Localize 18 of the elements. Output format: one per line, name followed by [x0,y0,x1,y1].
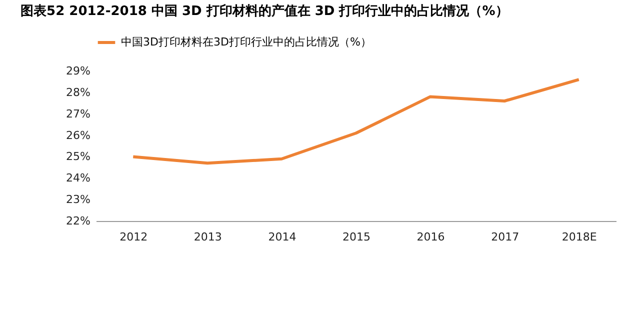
y-tick-label: 27% [66,107,90,120]
chart-title: 图表52 2012-2018 中国 3D 打印材料的产值在 3D 打印行业中的占比情况（%） [20,3,508,19]
y-tick-label: 24% [66,172,90,185]
y-tick-label: 23% [66,193,90,206]
y-tick-label: 22% [66,214,90,228]
y-tick-label: 25% [66,150,90,164]
legend-label: 中国3D打印材料在3D打印行业中的占比情况（%） [121,36,372,48]
y-tick-label: 28% [66,86,90,99]
x-tick-label: 2012 [120,230,148,244]
x-tick-label: 2016 [416,230,445,244]
x-tick-label: 2013 [194,230,222,244]
x-tick-label: 2014 [268,230,296,244]
line-series [132,78,580,165]
y-tick-label: 29% [66,64,90,78]
x-tick-label: 2017 [491,230,520,244]
y-tick-label: 26% [66,128,90,142]
x-tick-label: 2015 [342,230,370,244]
x-tick-label: 2018E [562,230,597,244]
